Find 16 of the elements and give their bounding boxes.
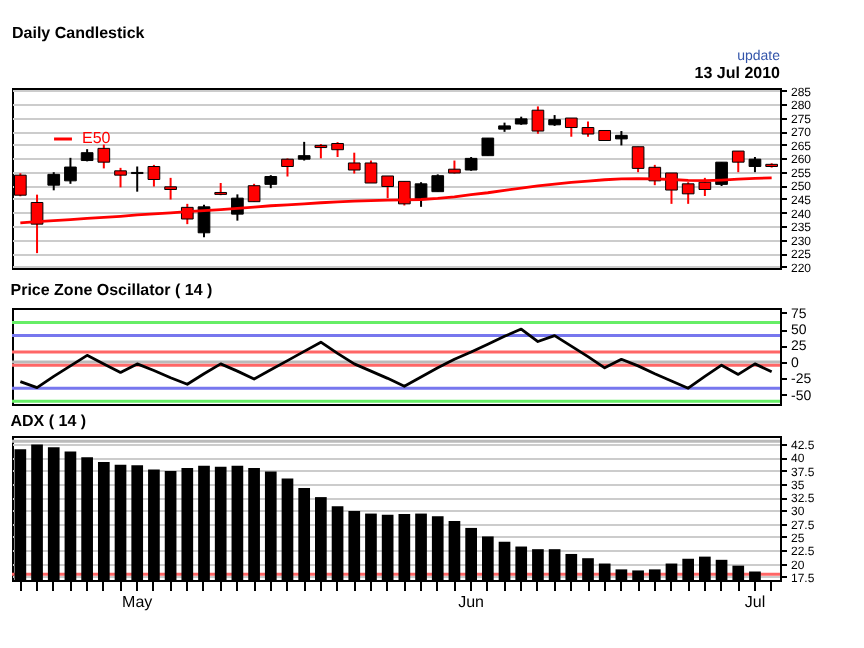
candlestick: [281, 157, 294, 178]
chart-title: Price Zone Oscillator ( 14 ): [10, 280, 214, 299]
candlestick: [564, 117, 578, 138]
chart-title: ADX ( 14 ): [10, 412, 87, 430]
line-series: [18, 327, 774, 390]
x-tick-label: Jun: [458, 593, 485, 611]
candlestick: [164, 176, 177, 201]
chart-title: Daily Candlestick: [12, 24, 146, 42]
candlestick: [114, 166, 127, 189]
x-tick-label: May: [122, 593, 153, 611]
candlestick: [297, 140, 311, 162]
legend-label: E50: [82, 129, 112, 147]
text: 13 Jul 2010: [694, 64, 782, 82]
candlestick: [64, 156, 77, 185]
x-tick-label: Jul: [744, 593, 766, 611]
candlestick: [47, 171, 61, 192]
